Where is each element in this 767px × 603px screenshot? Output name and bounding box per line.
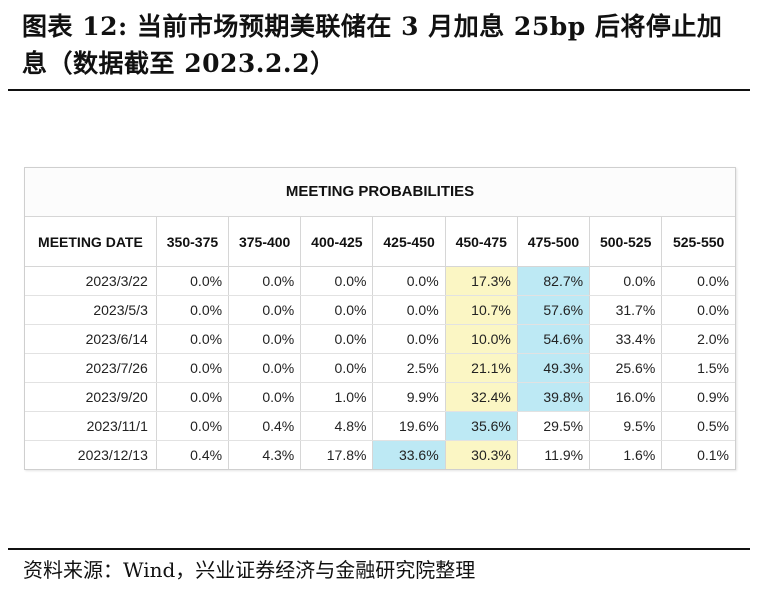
probability-cell: 1.0% (300, 382, 374, 412)
column-header-450-475: 450-475 (445, 217, 518, 267)
probability-cell: 16.0% (589, 382, 663, 412)
probability-cell: 0.0% (156, 353, 230, 383)
probability-cell: 0.0% (661, 295, 735, 325)
table-header-row: MEETING DATE 350-375 375-400 400-425 425-450… (25, 217, 735, 267)
probability-cell: 29.5% (517, 411, 591, 441)
probability-cell: 4.8% (300, 411, 374, 441)
probability-cell: 0.1% (697, 447, 729, 463)
figure-title: 图表 12: 当前市场预期美联储在 3 月加息 25bp 后将停止加息（数据截至… (22, 12, 723, 78)
probability-cell: 33.6% (372, 440, 446, 469)
probability-cell: 31.7% (589, 295, 663, 325)
probability-cell: 0.0% (228, 324, 302, 354)
probability-cell: 0.4% (156, 440, 230, 469)
table-row: 2023/5/3 0.0% 0.0% 0.0% 0.0% 10.7% 57.6% 31.7% 0… (25, 295, 735, 325)
probability-cell: 0.0% (300, 353, 374, 383)
probability-cell: 0.0% (300, 324, 374, 354)
probability-cell: 2.5% (372, 353, 446, 383)
probability-cell: 30.3% (445, 440, 518, 469)
probability-cell: 0.0% (156, 382, 230, 412)
probability-cell: 0.0% (156, 411, 230, 441)
probability-cell: 0.0% (156, 266, 230, 296)
meeting-date-cell: 2023/12/13 (25, 440, 157, 469)
probability-cell: 0.5% (661, 411, 735, 441)
meeting-date-cell: 2023/9/20 (25, 382, 157, 412)
probability-cell: 0.0% (228, 382, 302, 412)
table-row: 2023/6/14 0.0% 0.0% 0.0% 0.0% 10.0% 54.6% 33.4%… (25, 324, 735, 354)
column-header-350-375: 350-375 (156, 217, 230, 267)
meeting-date-cell: 2023/5/3 (25, 295, 157, 325)
probability-cell: 0.0% (300, 266, 374, 296)
probability-cell: 39.8% (517, 382, 591, 412)
table-row: 2023/11/1 0.0% 0.4% 4.8% 19.6% 35.6% 29.5% 9.5%… (25, 411, 735, 441)
probability-cell: 9.9% (372, 382, 446, 412)
probability-cell: 9.5% (589, 411, 663, 441)
probability-cell: 4.3% (228, 440, 302, 469)
table-row: 2023/7/26 0.0% 0.0% 0.0% 2.5% 21.1% 49.3% 25.6%… (25, 353, 735, 383)
probability-cell: 0.0% (372, 324, 446, 354)
top-rule (8, 89, 750, 91)
table-row: 2023/12/13 0.4% 4.3% 17.8% 33.6% 30.3% 11.9% 1.… (25, 440, 735, 469)
column-header-375-400: 375-400 (228, 217, 302, 267)
probability-cell: 17.8% (300, 440, 374, 469)
probability-cell: 21.1% (445, 353, 518, 383)
probability-cell: 10.0% (445, 324, 518, 354)
probability-cell: 0.0% (228, 295, 302, 325)
table-row: 2023/9/20 0.0% 0.0% 1.0% 9.9% 32.4% 39.8% 16.0%… (25, 382, 735, 412)
column-header-meeting-date: MEETING DATE (25, 217, 157, 267)
bottom-rule (8, 548, 750, 550)
probability-cell: 57.6% (517, 295, 591, 325)
probability-cell: 54.6% (517, 324, 591, 354)
probability-cell: 32.4% (445, 382, 518, 412)
probability-cell: 0.0% (372, 295, 446, 325)
column-header-425-450: 425-450 (372, 217, 446, 267)
probability-cell: 33.4% (589, 324, 663, 354)
probability-cell: 2.0% (661, 324, 735, 354)
column-header-500-525: 500-525 (589, 217, 663, 267)
table-body: 2023/3/22 0.0% 0.0% 0.0% 0.0% 17.3% 82.7% 0.0% 0… (25, 266, 735, 469)
probability-cell: 0.0% (661, 266, 735, 296)
probability-cell: 10.7% (445, 295, 518, 325)
probability-cell: 0.0% (228, 353, 302, 383)
probability-cell: 1.5% (661, 353, 735, 383)
probability-cell: 82.7% (517, 266, 591, 296)
column-header-400-425: 400-425 (300, 217, 374, 267)
probability-cell: 0.4% (228, 411, 302, 441)
probability-table-panel: MEETING PROBABILITIES MEETING DATE 350-37… (24, 167, 736, 470)
table-row: 2023/3/22 0.0% 0.0% 0.0% 0.0% 17.3% 82.7% 0.0% 0… (25, 266, 735, 296)
meeting-date-cell: 2023/7/26 (25, 353, 157, 383)
probability-cell: 25.6% (589, 353, 663, 383)
probability-cell: 0.0% (156, 295, 230, 325)
probability-cell: 19.6% (372, 411, 446, 441)
probability-cell: 35.6% (445, 411, 518, 441)
probability-cell: 0.0% (589, 266, 663, 296)
meeting-date-cell: 2023/6/14 (25, 324, 157, 354)
table-heading: MEETING PROBABILITIES (25, 168, 735, 217)
column-header-525-550: 525-550 (661, 217, 735, 267)
probability-cell: 11.9% (517, 440, 591, 469)
meeting-date-cell: 2023/11/1 (25, 411, 157, 441)
meeting-date-cell: 2023/3/22 (25, 266, 157, 296)
probability-cell: 17.3% (445, 266, 518, 296)
column-header-475-500: 475-500 (517, 217, 591, 267)
probability-cell: 0.0% (300, 295, 374, 325)
probability-cell: 0.0% (156, 324, 230, 354)
probability-cell: 0.0% (228, 266, 302, 296)
probability-cell: 0.0% (372, 266, 446, 296)
probability-cell: 1.6% (589, 440, 663, 469)
probability-cell: 49.3% (517, 353, 591, 383)
probability-cell: 0.9% (661, 382, 735, 412)
source-note: 资料来源：Wind，兴业证券经济与金融研究院整理 (23, 558, 476, 582)
meeting-probabilities-table: MEETING DATE 350-375 375-400 400-425 425-450… (25, 217, 735, 469)
